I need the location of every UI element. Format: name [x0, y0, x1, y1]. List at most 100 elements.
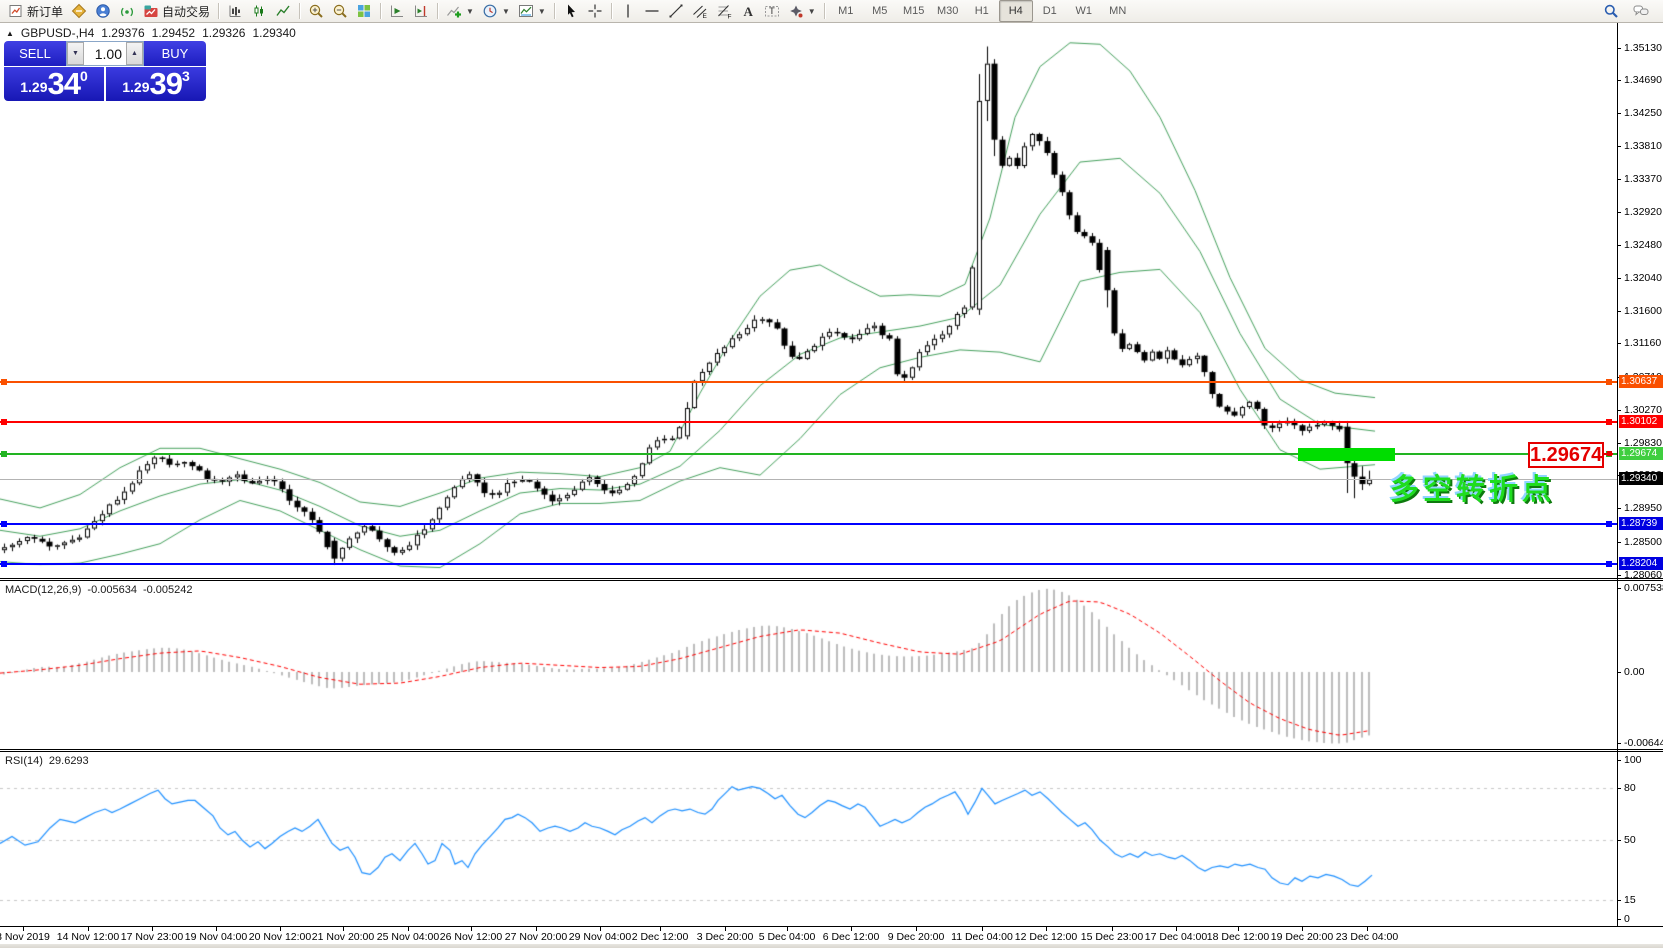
hline-resistance-upper-right-handle[interactable] — [1606, 379, 1612, 385]
macd-pane-plot[interactable] — [0, 581, 1617, 749]
hline-pivot-line[interactable] — [0, 453, 1617, 455]
templates-button[interactable]: ▼ — [514, 0, 550, 22]
hline-support-upper-left-handle[interactable] — [1, 521, 7, 527]
pivot-note-text[interactable]: 多空转折点 — [1390, 474, 1556, 506]
chat-button[interactable] — [1629, 0, 1653, 22]
buy-button[interactable]: BUY — [144, 41, 206, 66]
price-tick-label: 1.34690 — [1624, 74, 1662, 86]
hline-support-upper[interactable] — [0, 523, 1617, 525]
price-tick-label: 1.33810 — [1624, 140, 1662, 152]
time-tick-label: 19 Nov 04:00 — [184, 931, 248, 943]
hline-pivot-line-left-handle[interactable] — [1, 451, 7, 457]
toolbar: 新订单 自动交易 ▼ ▼ ▼ E F A T ▼ M1 M5 M15 M30 H1 H4 D1 W1 MN — [0, 0, 1663, 23]
new-order-button[interactable]: 新订单 — [4, 0, 67, 22]
metaeditor-button[interactable] — [67, 0, 91, 22]
cursor-button[interactable] — [559, 0, 583, 22]
chart-shift-button[interactable] — [409, 0, 433, 22]
horizontal-line-button[interactable] — [640, 0, 664, 22]
channel-button[interactable]: E — [688, 0, 712, 22]
timeframe-d1-button[interactable]: D1 — [1042, 5, 1057, 17]
hline-support-upper-right-handle[interactable] — [1606, 521, 1612, 527]
volume-input[interactable] — [84, 42, 126, 65]
price-annotation-anchor[interactable] — [1607, 451, 1612, 456]
price-axis-border — [1617, 23, 1618, 926]
zoom-in-icon — [309, 4, 323, 18]
ohlc-close: 1.29340 — [252, 26, 296, 40]
toolbar-separator — [553, 3, 555, 19]
hline-resistance-upper[interactable] — [0, 381, 1617, 383]
signals-button[interactable] — [115, 0, 139, 22]
dropdown-arrow-icon[interactable]: ▼ — [807, 6, 816, 16]
macd-tick-label: 0.007538 — [1624, 582, 1663, 594]
templates-icon — [518, 5, 533, 17]
zoom-in-button[interactable] — [304, 0, 328, 22]
time-tick-mark — [23, 927, 24, 931]
time-tick-label: 6 Dec 12:00 — [822, 931, 880, 943]
toolbar-group-zoom — [304, 0, 376, 22]
price-tick-mark — [1617, 48, 1621, 49]
sell-button[interactable]: SELL — [4, 41, 66, 66]
hline-resistance-upper-left-handle[interactable] — [1, 379, 7, 385]
dropdown-arrow-icon[interactable]: ▼ — [537, 6, 546, 16]
macd-label-line: MACD(12,26,9) -0.005634 -0.005242 — [5, 584, 193, 596]
hline-resistance-lower[interactable] — [0, 421, 1617, 423]
time-tick-label: 26 Nov 12:00 — [439, 931, 503, 943]
candlestick-button[interactable] — [247, 0, 271, 22]
text-button[interactable]: A — [736, 0, 760, 22]
timeframe-h4-button[interactable]: H4 — [998, 0, 1033, 22]
time-tick-label: 29 Nov 04:00 — [568, 931, 632, 943]
rsi-tick-mark — [1617, 919, 1621, 920]
pivot-highlight-zone[interactable] — [1298, 448, 1395, 461]
vertical-line-button[interactable] — [616, 0, 640, 22]
price-tick-mark — [1617, 443, 1621, 444]
rsi-pane-plot[interactable] — [0, 752, 1617, 926]
current-price-badge: 1.29340 — [1619, 472, 1663, 485]
hline-resistance-lower-right-handle[interactable] — [1606, 419, 1612, 425]
bar-chart-button[interactable] — [223, 0, 247, 22]
pane-separator-macd[interactable] — [0, 578, 1663, 581]
search-button[interactable] — [1599, 0, 1623, 22]
profile-button[interactable] — [91, 0, 115, 22]
timeframe-h1-button[interactable]: H1 — [974, 5, 989, 17]
hline-support-lower[interactable] — [0, 563, 1617, 565]
sell-price-box[interactable]: 1.29 34 0 — [4, 67, 104, 101]
auto-scroll-button[interactable] — [385, 0, 409, 22]
crosshair-button[interactable] — [583, 0, 607, 22]
hline-resistance-lower-left-handle[interactable] — [1, 419, 7, 425]
time-tick-label: 3 Nov 2019 — [0, 931, 50, 943]
tile-windows-button[interactable] — [352, 0, 376, 22]
svg-text:A: A — [743, 4, 753, 19]
hline-support-lower-right-handle[interactable] — [1606, 561, 1612, 567]
volume-decrease-button[interactable]: ▼ — [67, 42, 84, 65]
timeframe-m5-button[interactable]: M5 — [872, 5, 888, 17]
text-label-button[interactable]: T — [760, 0, 784, 22]
fibonacci-button[interactable]: F — [712, 0, 736, 22]
timeframe-mn-button[interactable]: MN — [1109, 5, 1127, 17]
periods-button[interactable]: ▼ — [478, 0, 514, 22]
autotrading-button[interactable]: 自动交易 — [139, 0, 214, 22]
time-tick-mark — [1302, 927, 1303, 931]
timeframe-m30-button[interactable]: M30 — [937, 5, 959, 17]
timeframe-m1-button[interactable]: M1 — [838, 5, 854, 17]
vline-icon — [627, 4, 629, 18]
price-annotation-box[interactable]: 1.29674 — [1528, 442, 1604, 468]
dropdown-arrow-icon[interactable]: ▼ — [501, 6, 510, 16]
panel-toggle-icon[interactable]: ▲ — [6, 28, 14, 38]
line-chart-button[interactable] — [271, 0, 295, 22]
price-tick-label: 1.32920 — [1624, 206, 1662, 218]
trendline-button[interactable] — [664, 0, 688, 22]
time-axis[interactable]: 3 Nov 2019 14 Nov 12:00 17 Nov 23:00 19 Nov… — [0, 926, 1663, 944]
indicators-button[interactable]: ▼ — [442, 0, 478, 22]
price-tick-label: 1.28500 — [1624, 536, 1662, 548]
volume-increase-button[interactable]: ▲ — [126, 42, 143, 65]
buy-price-box[interactable]: 1.29 39 3 — [106, 67, 206, 101]
time-tick-label: 27 Nov 20:00 — [504, 931, 568, 943]
zoom-out-button[interactable] — [328, 0, 352, 22]
arrows-button[interactable]: ▼ — [784, 0, 820, 22]
hline-support-lower-left-handle[interactable] — [1, 561, 7, 567]
main-chart-plot[interactable] — [0, 23, 1617, 578]
dropdown-arrow-icon[interactable]: ▼ — [466, 6, 474, 16]
timeframe-m15-button[interactable]: M15 — [903, 5, 925, 17]
timeframe-w1-button[interactable]: W1 — [1075, 5, 1092, 17]
pane-separator-rsi[interactable] — [0, 749, 1663, 752]
